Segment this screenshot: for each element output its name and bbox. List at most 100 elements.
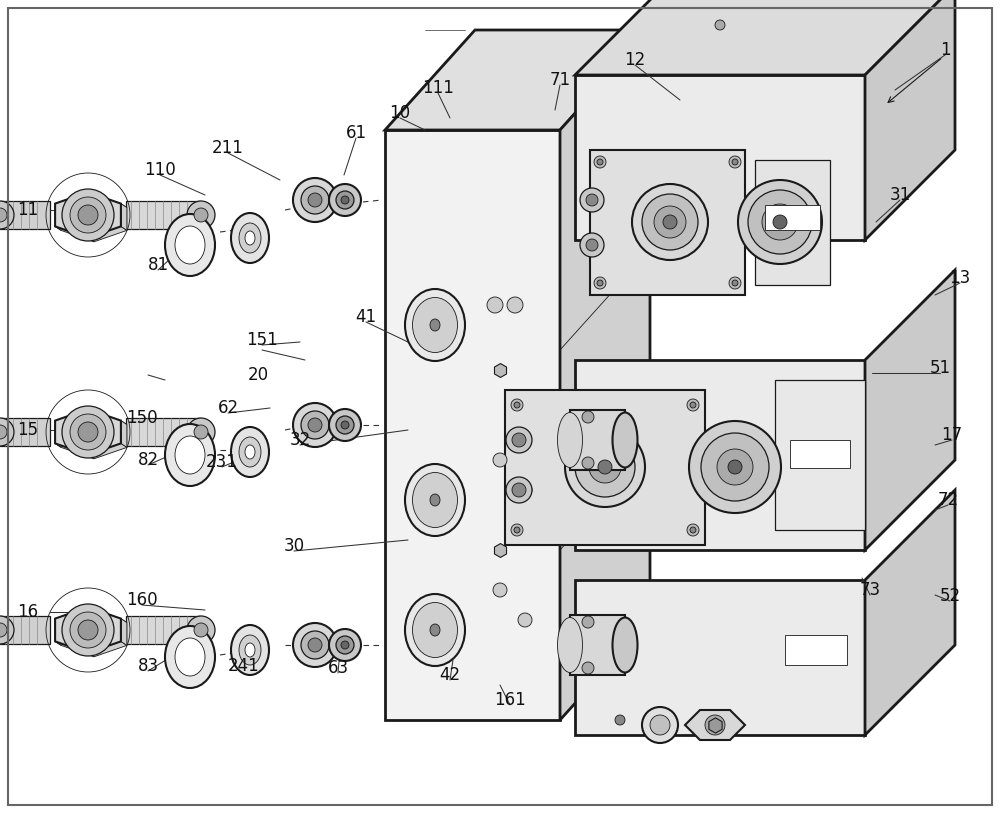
Polygon shape (590, 150, 745, 295)
Text: 51: 51 (929, 359, 951, 377)
Circle shape (748, 190, 812, 254)
Ellipse shape (165, 626, 215, 688)
Circle shape (329, 409, 361, 441)
Circle shape (518, 613, 532, 627)
Circle shape (514, 527, 520, 533)
Circle shape (341, 196, 349, 204)
Polygon shape (121, 420, 127, 447)
Circle shape (512, 483, 526, 497)
Circle shape (642, 707, 678, 743)
Circle shape (654, 206, 686, 238)
Circle shape (187, 616, 215, 644)
Polygon shape (88, 641, 127, 657)
Text: 42: 42 (439, 666, 461, 684)
Circle shape (589, 451, 621, 483)
Polygon shape (88, 226, 127, 241)
Circle shape (650, 715, 670, 735)
Polygon shape (88, 409, 127, 424)
Bar (790, 440, 850, 468)
Ellipse shape (558, 618, 582, 672)
Circle shape (78, 620, 98, 640)
Circle shape (582, 411, 594, 423)
Text: 160: 160 (126, 591, 158, 609)
Text: 13: 13 (949, 269, 971, 287)
Ellipse shape (239, 635, 261, 665)
Circle shape (0, 623, 7, 637)
Bar (785, 635, 847, 665)
Circle shape (580, 233, 604, 257)
Text: 81: 81 (147, 256, 169, 274)
Polygon shape (55, 607, 121, 653)
Text: 83: 83 (137, 657, 159, 675)
Bar (126, 418, 201, 446)
Ellipse shape (245, 445, 255, 459)
Circle shape (732, 280, 738, 286)
Circle shape (70, 612, 106, 648)
Circle shape (308, 193, 322, 207)
Text: 15: 15 (17, 421, 39, 439)
Polygon shape (55, 192, 121, 237)
Polygon shape (865, 270, 955, 550)
Circle shape (506, 477, 532, 503)
Polygon shape (55, 203, 61, 230)
Text: 11: 11 (17, 201, 39, 219)
Circle shape (329, 629, 361, 661)
Polygon shape (121, 619, 127, 646)
Circle shape (301, 186, 329, 214)
Polygon shape (560, 30, 650, 720)
Circle shape (689, 421, 781, 513)
Circle shape (582, 616, 594, 628)
Circle shape (729, 277, 741, 289)
Circle shape (773, 215, 787, 229)
Circle shape (582, 662, 594, 674)
Circle shape (194, 425, 208, 439)
Circle shape (0, 208, 7, 222)
Circle shape (493, 583, 507, 597)
Circle shape (0, 418, 14, 446)
Text: 32: 32 (289, 431, 311, 449)
Polygon shape (55, 607, 94, 623)
Bar (126, 201, 201, 229)
Circle shape (341, 641, 349, 649)
Ellipse shape (245, 643, 255, 657)
Circle shape (586, 239, 598, 251)
Text: 71: 71 (549, 71, 571, 89)
Polygon shape (755, 160, 830, 285)
Circle shape (62, 406, 114, 458)
Bar (765, 205, 820, 230)
Text: 61: 61 (345, 124, 367, 142)
Ellipse shape (175, 226, 205, 264)
Circle shape (336, 636, 354, 654)
Circle shape (0, 201, 14, 229)
Circle shape (565, 427, 645, 507)
Ellipse shape (413, 602, 458, 658)
Polygon shape (575, 580, 865, 735)
Circle shape (598, 460, 612, 474)
Ellipse shape (231, 427, 269, 477)
Circle shape (687, 399, 699, 411)
Circle shape (293, 403, 337, 447)
Text: 41: 41 (355, 308, 377, 326)
Polygon shape (88, 192, 127, 207)
Circle shape (329, 184, 361, 216)
Ellipse shape (612, 618, 638, 672)
Ellipse shape (612, 412, 638, 467)
Circle shape (615, 715, 625, 725)
Circle shape (728, 460, 742, 474)
Polygon shape (55, 409, 121, 454)
Polygon shape (55, 420, 61, 447)
Polygon shape (570, 410, 625, 470)
Circle shape (512, 433, 526, 447)
Circle shape (514, 402, 520, 408)
Text: 111: 111 (422, 79, 454, 97)
Ellipse shape (165, 424, 215, 486)
Ellipse shape (165, 214, 215, 276)
Circle shape (582, 457, 594, 469)
Text: 151: 151 (246, 331, 278, 349)
Ellipse shape (231, 213, 269, 263)
Circle shape (597, 159, 603, 165)
Ellipse shape (413, 298, 458, 353)
Circle shape (301, 411, 329, 439)
Polygon shape (55, 192, 94, 207)
Text: 31: 31 (889, 186, 911, 204)
